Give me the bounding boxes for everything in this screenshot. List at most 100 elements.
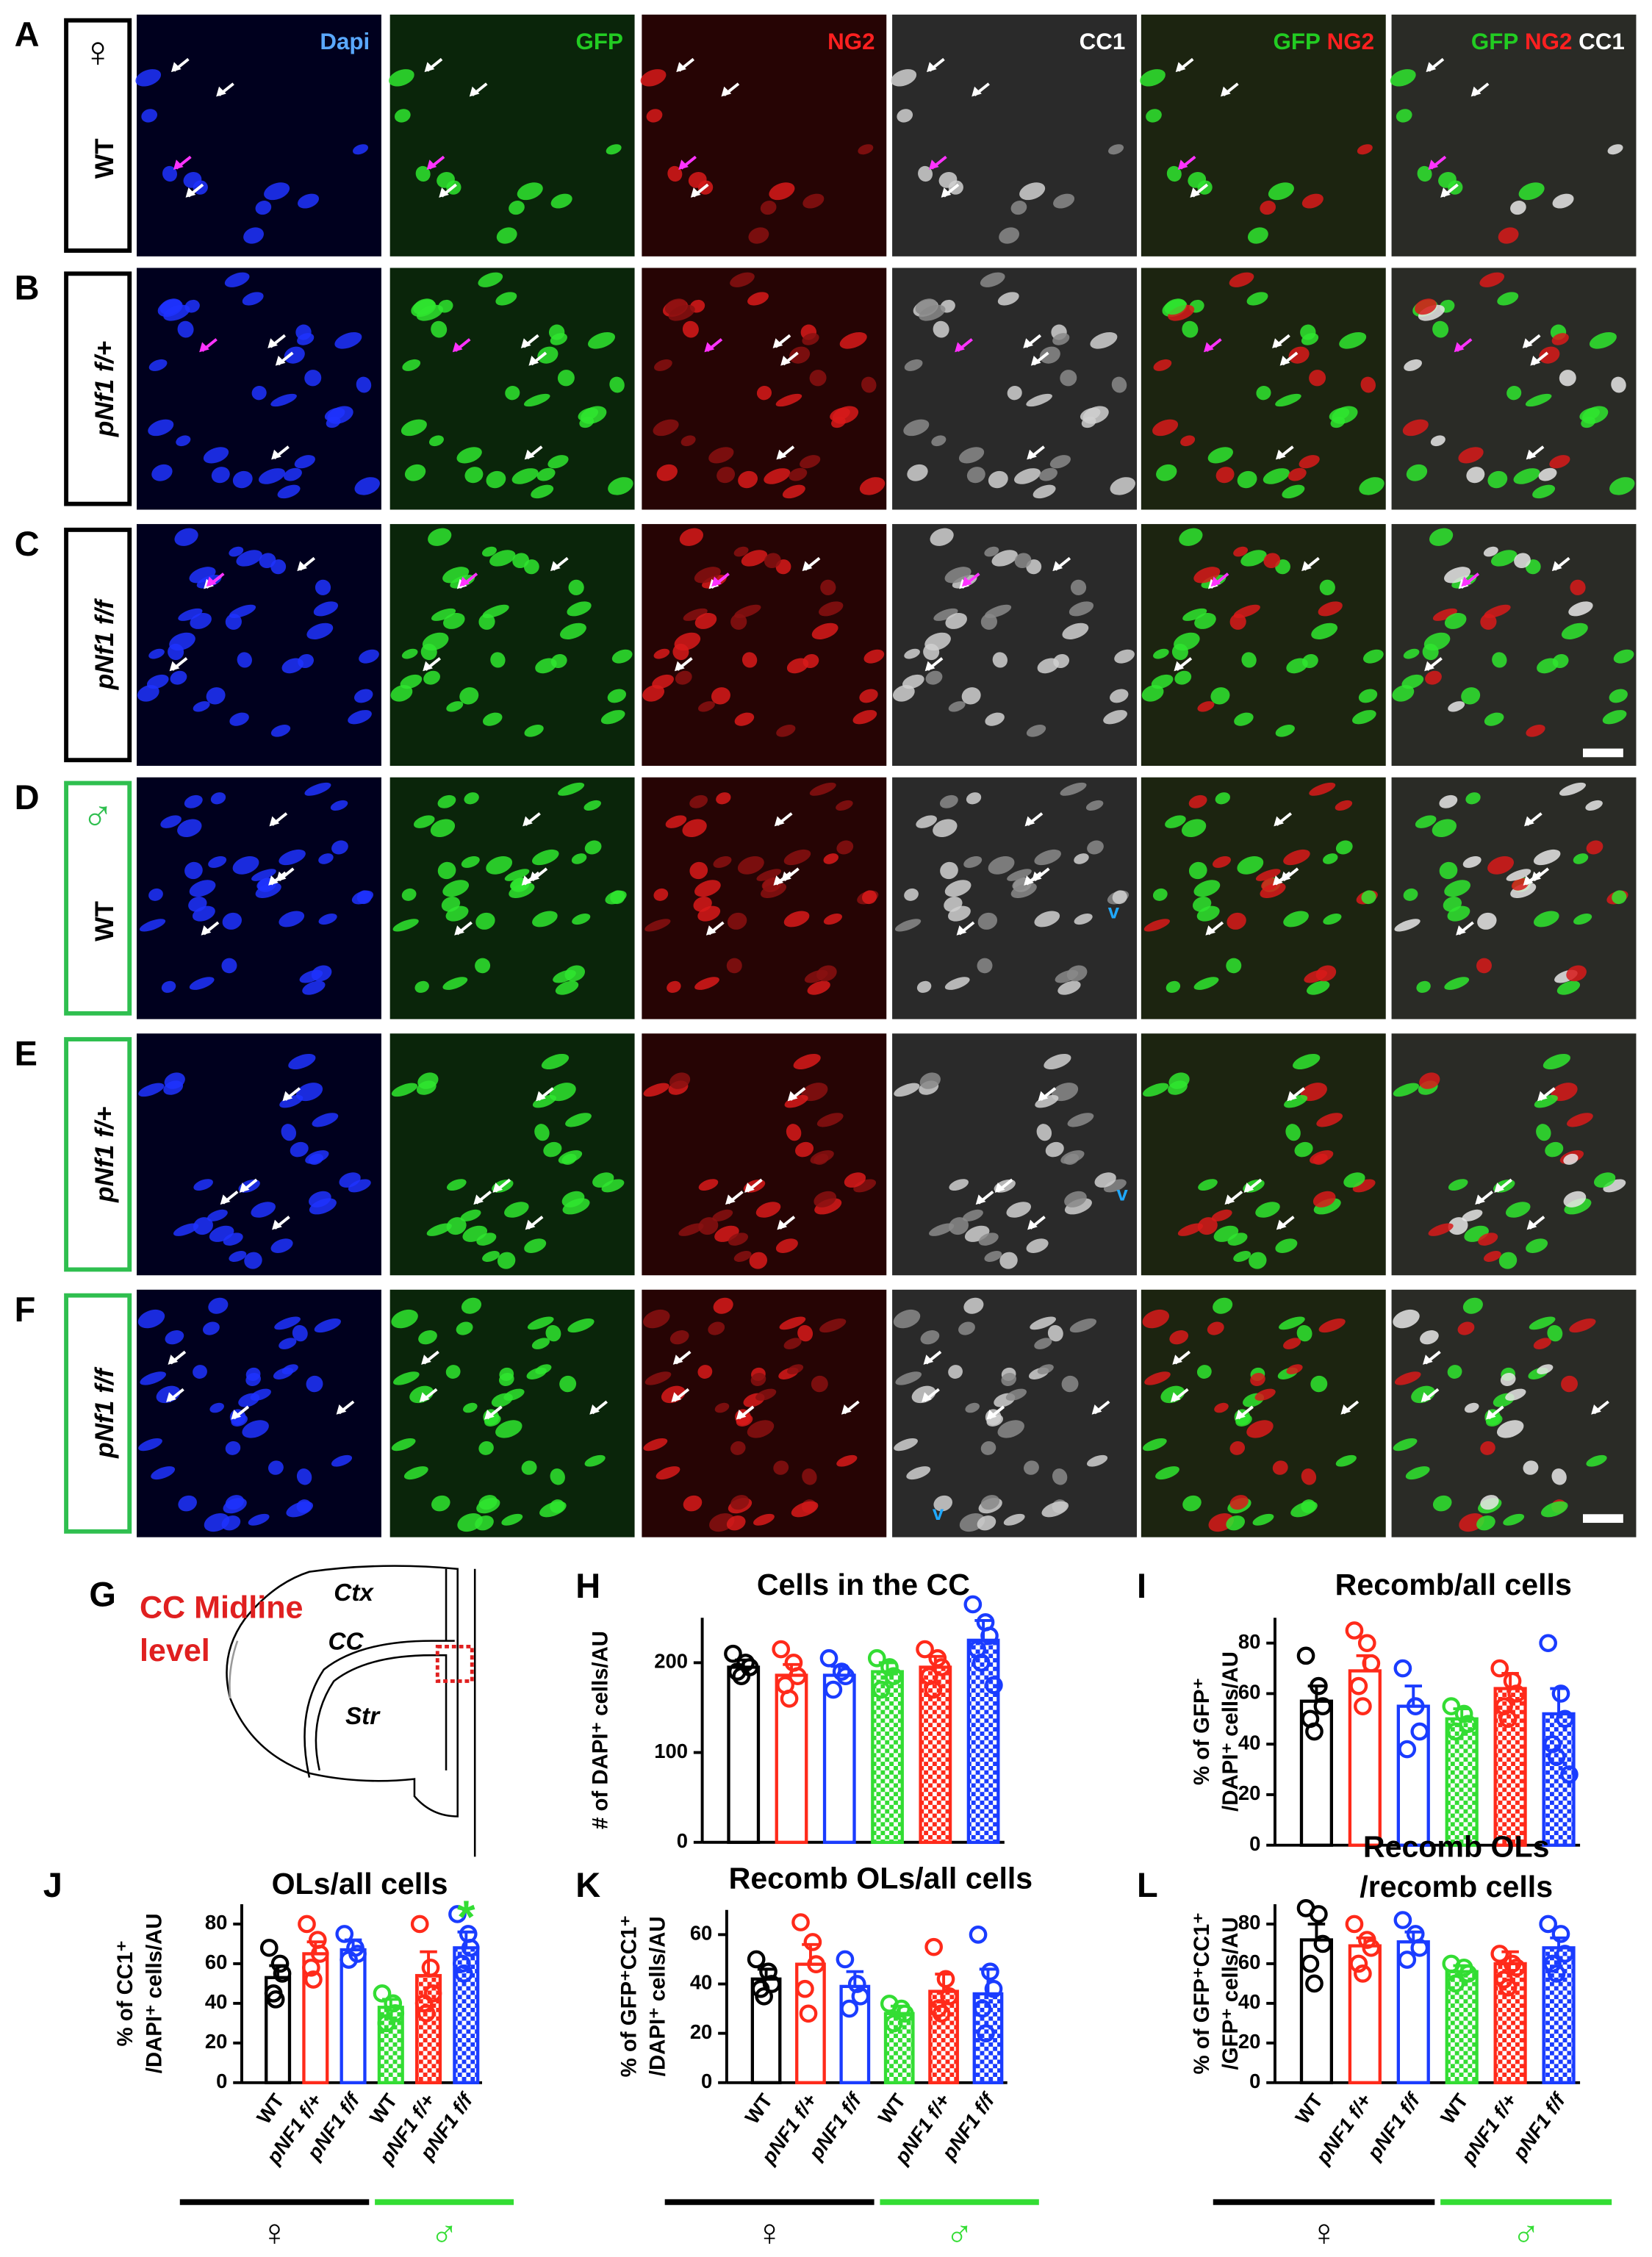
cell [1429,528,1454,546]
arrow-head [1470,86,1482,97]
cell [496,227,517,244]
genotype-box [64,18,132,253]
cell [521,1460,537,1475]
cell [490,652,506,668]
data-point [832,1662,851,1681]
data-point [1345,1915,1364,1934]
cell [965,1402,980,1413]
cell [756,869,782,881]
cell [478,272,503,287]
arrow-head [1461,576,1472,587]
cell [966,792,982,805]
cell [426,1223,452,1236]
cell [1363,649,1384,664]
cell [977,1515,996,1531]
cell [1529,1316,1556,1330]
cell [523,393,550,407]
sex-symbol: ♀ [82,28,114,76]
cell [578,407,599,421]
cell [667,165,683,182]
channel-name: GFP [1274,29,1327,54]
micrograph [892,1289,1137,1537]
cell [1609,689,1628,703]
cell [1111,376,1127,393]
cell [775,393,802,407]
arrow-head [1243,1183,1254,1193]
micrograph [137,1033,381,1276]
cell [1518,182,1545,201]
micrograph [642,1289,887,1537]
data-point [981,1962,999,1981]
cell [1343,1172,1365,1188]
bar [415,1973,442,2084]
chart-title: Cells in the CC [757,1568,970,1601]
cell [1540,1501,1568,1518]
cell [1014,468,1041,484]
cell [1272,1460,1288,1475]
arrow-head [454,925,464,936]
arrow-head [1023,338,1034,348]
arrow-head [282,1091,293,1102]
cell [1152,888,1168,901]
cell [524,1238,547,1253]
arrow-head [1456,925,1466,936]
arrow-head [423,661,433,672]
data-point [1301,1954,1320,1973]
cell [1034,911,1060,927]
arrow-head [520,338,531,348]
y-axis-label: # of DAPI⁺ cells/AU [588,1631,612,1829]
cell [229,712,249,726]
data-point [1296,1646,1315,1665]
genotype-box [64,271,132,506]
data-point [1556,1709,1574,1729]
cell [445,905,469,922]
cell [859,477,886,495]
cell [402,359,421,371]
cell [933,608,958,621]
cell [1312,1191,1336,1208]
cell [1403,648,1420,659]
cell [1339,331,1367,349]
cell [565,1113,592,1127]
cell [267,1460,284,1475]
cell [258,468,285,484]
channel-label: CC1 [1080,29,1126,54]
cell [1561,622,1588,639]
cell [1543,1053,1570,1070]
micrograph [1391,1033,1637,1276]
cell [557,370,575,387]
cell [730,1440,746,1455]
cell [313,601,339,617]
cell [1293,1053,1321,1070]
data-point [1459,1715,1478,1734]
cell [653,419,679,437]
data-point [985,1676,1003,1695]
y-axis-label: % of GFP⁺CC1⁺ [1190,1912,1214,2074]
cell [232,855,259,875]
cell [176,435,191,447]
cell [1359,477,1385,495]
cell [1275,1238,1298,1253]
cell [1505,1388,1526,1401]
arrow-head [550,561,561,572]
data-point [448,1905,467,1923]
cell [1394,1371,1421,1385]
cell [1573,853,1589,864]
panel-letter: I [1137,1566,1146,1605]
cell [1215,467,1235,484]
data-point [1357,1634,1376,1652]
cell [1586,1454,1607,1467]
cell [1329,407,1350,421]
data-point [1551,1684,1570,1703]
cell [945,612,967,629]
cell [1196,1365,1212,1379]
significance: * [457,1892,475,1943]
cell [211,467,230,484]
cell [1510,201,1526,215]
arrow-head [772,338,783,348]
cell [991,550,1018,567]
cell [442,880,470,897]
arrow-head [271,449,281,460]
arrow-head [923,1354,934,1365]
cell [1177,1223,1203,1236]
